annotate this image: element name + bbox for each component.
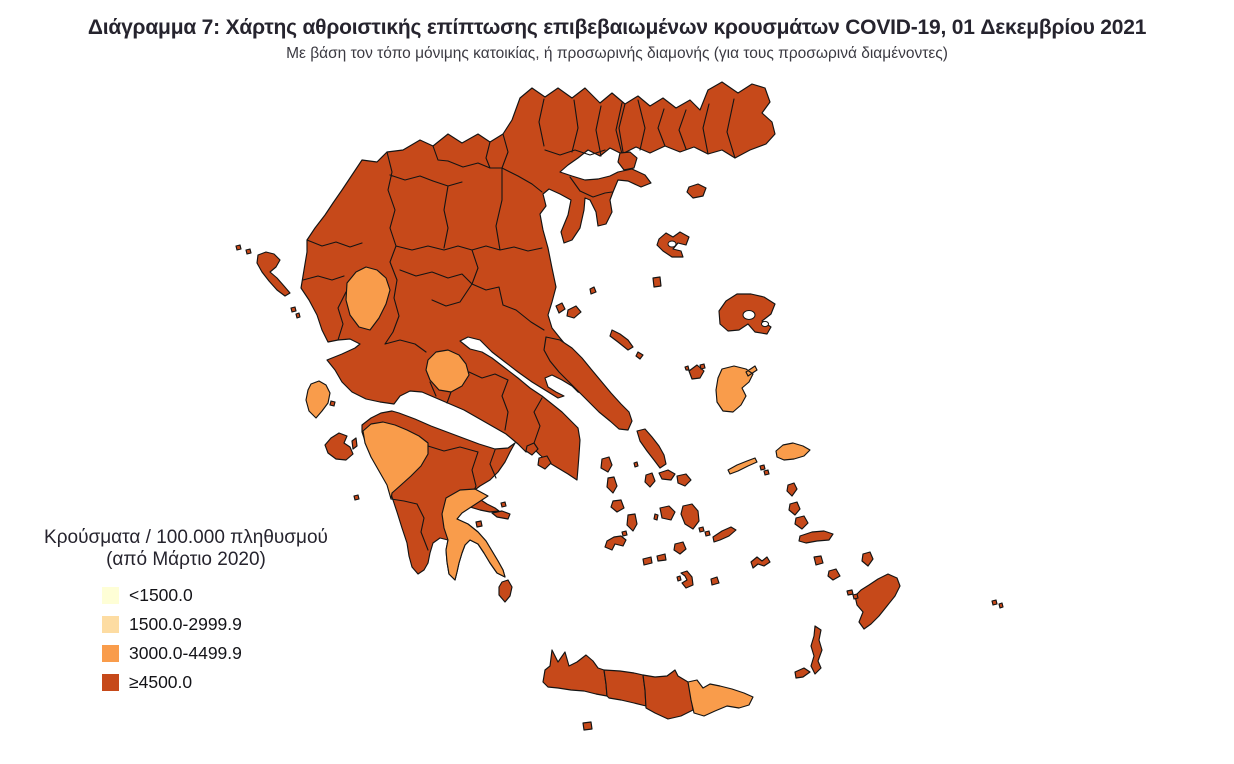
- region-patmos: [786, 482, 798, 497]
- peloponnese-borders: [390, 445, 497, 551]
- region-paros: [653, 505, 676, 521]
- legend-label-bin1: <1500.0: [129, 584, 193, 605]
- region-agios-efstratios: [652, 276, 662, 288]
- region-laconia: [441, 488, 506, 581]
- region-kythnos: [606, 476, 618, 494]
- region-ilia: [362, 421, 429, 500]
- region-ios: [673, 541, 687, 555]
- legend-item-bin1: <1500.0: [102, 585, 354, 606]
- region-hydra-spetses: [475, 501, 511, 528]
- region-heraklion: [642, 669, 694, 720]
- region-psara: [699, 363, 706, 370]
- region-kasos: [794, 667, 811, 679]
- region-amorgos: [712, 526, 737, 543]
- region-chania: [542, 649, 608, 697]
- region-fourni: [759, 464, 770, 476]
- region-santorini: [680, 570, 694, 589]
- region-ikaria: [727, 457, 758, 475]
- lemnos-bay: [667, 240, 677, 248]
- region-gavdos: [582, 721, 593, 731]
- region-rhodes: [854, 573, 901, 630]
- region-chalki: [846, 589, 859, 600]
- legend-label-bin3: 3000.0-4499.9: [129, 642, 242, 663]
- region-tinos: [658, 469, 676, 481]
- legend-title-line1: Κρούσματα / 100.000 πληθυσμού: [44, 527, 328, 548]
- ionian-islets: [235, 244, 360, 501]
- region-thasos: [617, 151, 638, 171]
- region-kalymnos: [794, 515, 809, 530]
- region-samothrace: [686, 183, 707, 199]
- region-chios: [715, 365, 758, 413]
- region-andros: [636, 428, 667, 469]
- crete-group: [542, 649, 754, 731]
- region-leros: [788, 501, 801, 516]
- page-title: Διάγραμμα 7: Χάρτης αθροιστικής επίπτωση…: [87, 16, 1147, 39]
- legend-item-bin3: 3000.0-4499.9: [102, 643, 354, 664]
- page-subtitle: Με βάση τον τόπο μόνιμης κατοικίας, ή πρ…: [286, 45, 948, 62]
- region-evia: [543, 336, 633, 431]
- region-symi: [861, 551, 874, 567]
- legend-title: Κρούσματα / 100.000 πληθυσμού (από Μάρτι…: [18, 527, 354, 572]
- legend-items: <1500.0 1500.0-2999.9 3000.0-4499.9 ≥450…: [18, 585, 354, 693]
- legend-label-bin4: ≥4500.0: [129, 671, 193, 692]
- legend-title-line2: (από Μάρτιο 2020): [106, 549, 266, 571]
- legend-swatch-bin3: [102, 644, 119, 662]
- region-corfu: [256, 251, 291, 297]
- region-karpathos: [810, 625, 823, 675]
- region-arta: [345, 266, 391, 331]
- saronic-group: [475, 442, 552, 528]
- region-aegina: [537, 455, 552, 470]
- region-nisyros-tilos: [813, 555, 841, 581]
- legend-swatch-bin1: [102, 586, 119, 604]
- region-salamina: [525, 442, 539, 456]
- ionian-islands-group: [235, 244, 513, 603]
- region-evrytania: [425, 349, 470, 393]
- region-kos: [798, 530, 834, 544]
- lesvos-gera-bay: [761, 320, 769, 328]
- cyclades-group: [600, 428, 771, 589]
- evia-sporades-group: [543, 286, 705, 431]
- north-aegean-group: [617, 151, 811, 476]
- region-astypalaia: [750, 556, 771, 569]
- dodecanese-group: [786, 482, 1004, 679]
- region-syros: [644, 472, 656, 488]
- small-cyclades: [633, 461, 720, 586]
- region-sporades: [555, 286, 644, 360]
- region-skyros: [684, 364, 705, 380]
- peloponnese-group: [361, 410, 516, 581]
- legend-item-bin4: ≥4500.0: [102, 672, 354, 693]
- lesvos-kalloni-bay: [742, 310, 756, 320]
- region-samos: [775, 442, 811, 461]
- region-kea: [600, 456, 613, 473]
- legend-swatch-bin2: [102, 615, 119, 633]
- region-naxos: [680, 503, 700, 530]
- legend-label-bin2: 1500.0-2999.9: [129, 613, 242, 634]
- region-mykonos: [676, 473, 692, 487]
- region-lefkada: [305, 380, 331, 419]
- region-kythira: [498, 579, 513, 603]
- regional-borders: [302, 98, 736, 447]
- legend: Κρούσματα / 100.000 πληθυσμού (από Μάρτι…: [18, 527, 354, 693]
- region-kastellorizo: [991, 599, 1004, 609]
- legend-item-bin2: 1500.0-2999.9: [102, 614, 354, 635]
- region-serifos: [610, 499, 625, 513]
- region-kefalonia: [324, 432, 358, 461]
- region-milos: [604, 530, 628, 551]
- region-lasithi: [687, 679, 754, 717]
- region-mainland: [300, 81, 776, 481]
- region-rethymno: [603, 669, 647, 707]
- region-sifnos: [626, 513, 638, 532]
- mainland-group: [300, 81, 776, 481]
- legend-swatch-bin4: [102, 673, 119, 691]
